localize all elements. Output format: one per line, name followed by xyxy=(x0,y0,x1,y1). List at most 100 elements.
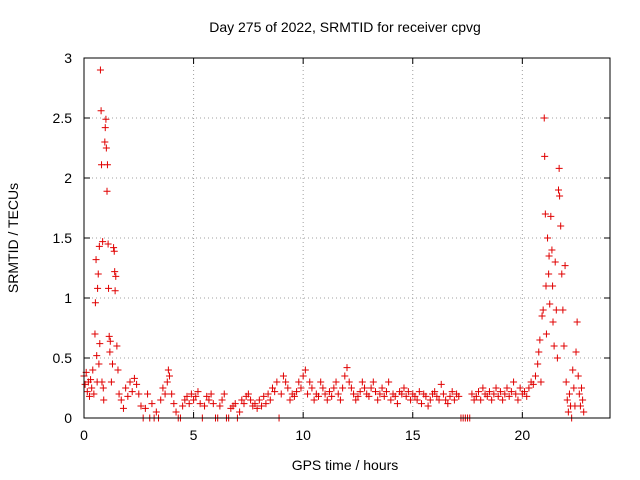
data-point xyxy=(94,270,102,278)
data-point xyxy=(85,392,93,400)
data-point xyxy=(339,384,347,392)
data-point xyxy=(128,388,136,396)
data-point xyxy=(542,282,550,290)
data-point xyxy=(97,107,105,115)
data-point xyxy=(551,258,559,266)
data-point xyxy=(402,392,410,400)
data-point xyxy=(240,400,248,408)
data-point xyxy=(102,115,110,123)
data-point xyxy=(382,388,390,396)
data-point xyxy=(114,366,122,374)
data-point xyxy=(418,400,426,408)
data-point xyxy=(367,384,375,392)
data-point xyxy=(164,366,172,374)
data-point xyxy=(437,380,445,388)
data-point xyxy=(376,390,384,398)
data-point xyxy=(310,396,318,404)
data-point xyxy=(268,384,276,392)
data-point xyxy=(435,396,443,404)
data-point xyxy=(187,390,195,398)
data-point xyxy=(218,396,226,404)
y-tick-label: 1 xyxy=(64,290,72,306)
data-point xyxy=(546,300,554,308)
data-point xyxy=(450,396,458,404)
data-point xyxy=(512,390,520,398)
data-point xyxy=(545,252,553,260)
data-point xyxy=(564,408,572,416)
data-point xyxy=(295,378,303,386)
data-point xyxy=(144,390,152,398)
data-point xyxy=(501,390,509,398)
data-point xyxy=(157,396,165,404)
y-tick-label: 2 xyxy=(64,170,72,186)
data-point xyxy=(557,222,565,230)
data-point xyxy=(499,396,507,404)
data-point xyxy=(523,392,531,400)
data-point xyxy=(398,390,406,398)
data-point xyxy=(190,396,198,404)
data-point xyxy=(356,388,364,396)
data-point xyxy=(168,390,176,398)
data-point xyxy=(290,392,298,400)
data-point xyxy=(262,400,270,408)
x-tick-label: 10 xyxy=(295,427,311,443)
data-point xyxy=(88,384,96,392)
data-point xyxy=(319,384,327,392)
data-point xyxy=(124,392,132,400)
data-point xyxy=(369,378,377,386)
y-tick-label: 2.5 xyxy=(53,110,73,126)
data-point xyxy=(277,390,285,398)
grid-lines xyxy=(84,58,610,418)
data-point xyxy=(544,234,552,242)
data-point xyxy=(148,400,156,408)
data-point xyxy=(535,348,543,356)
data-point xyxy=(455,392,463,400)
data-point xyxy=(514,396,522,404)
data-point xyxy=(545,270,553,278)
data-point xyxy=(492,384,500,392)
data-point xyxy=(181,396,189,404)
data-point xyxy=(297,384,305,392)
data-point xyxy=(266,396,274,404)
data-point xyxy=(255,396,263,404)
data-point xyxy=(172,408,180,416)
data-point xyxy=(525,384,533,392)
data-point xyxy=(537,378,545,386)
data-point xyxy=(540,114,548,122)
data-point xyxy=(102,144,110,152)
data-point xyxy=(101,124,109,132)
data-point xyxy=(470,396,478,404)
data-point xyxy=(548,246,556,254)
data-point xyxy=(247,396,255,404)
data-point xyxy=(201,402,209,410)
data-point xyxy=(534,360,542,368)
data-point xyxy=(95,242,103,250)
data-point xyxy=(117,396,125,404)
data-point xyxy=(99,384,107,392)
data-point xyxy=(141,404,149,412)
data-point xyxy=(565,390,573,398)
data-point xyxy=(301,366,309,374)
data-point xyxy=(391,392,399,400)
data-point xyxy=(105,284,113,292)
data-point xyxy=(556,192,564,200)
data-point xyxy=(264,390,272,398)
data-point xyxy=(538,312,546,320)
data-point xyxy=(510,378,518,386)
data-point xyxy=(332,378,340,386)
data-point xyxy=(576,402,584,410)
data-point xyxy=(236,408,244,416)
data-point xyxy=(415,388,423,396)
data-point xyxy=(100,396,108,404)
data-point xyxy=(220,390,228,398)
data-point xyxy=(380,392,388,400)
data-point xyxy=(203,392,211,400)
data-point xyxy=(273,378,281,386)
data-point xyxy=(110,244,118,252)
data-point xyxy=(315,392,323,400)
data-point xyxy=(560,342,568,350)
data-point xyxy=(354,392,362,400)
data-point xyxy=(431,388,439,396)
data-point xyxy=(529,380,537,388)
